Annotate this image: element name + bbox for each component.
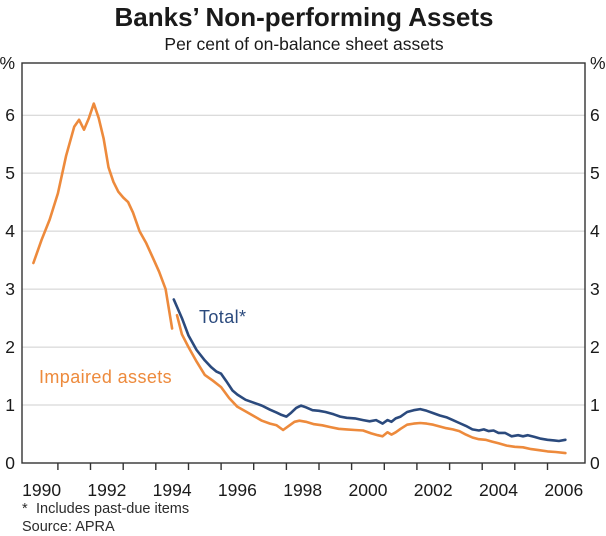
plot-border [21, 62, 586, 464]
chart-title: Banks’ Non-performing Assets [114, 2, 493, 32]
total-line [172, 298, 567, 443]
x-label-2002: 2002 [414, 480, 453, 500]
x-label-2000: 2000 [349, 480, 388, 500]
chart-subtitle: Per cent of on-balance sheet assets [164, 34, 443, 54]
series-label-impaired: Impaired assets [39, 367, 172, 387]
x-label-1996: 1996 [218, 480, 257, 500]
y-axis-labels-left: 0 1 2 3 4 5 6 [5, 105, 15, 473]
x-axis-ticks [57, 463, 549, 470]
data-series [32, 102, 567, 455]
y-label-left-1: 1 [5, 395, 15, 415]
footnote-marker: * [22, 501, 28, 517]
y-label-right-1: 1 [590, 395, 600, 415]
y-label-right-2: 2 [590, 337, 600, 357]
gridlines [22, 114, 585, 406]
x-label-1998: 1998 [283, 480, 322, 500]
y-axis-labels-right: 0 1 2 3 4 5 6 [590, 105, 600, 473]
x-label-2006: 2006 [544, 480, 583, 500]
x-label-1992: 1992 [87, 480, 126, 500]
y-label-right-4: 4 [590, 221, 600, 241]
y-unit-right: % [590, 53, 606, 73]
y-label-right-6: 6 [590, 105, 600, 125]
y-label-right-0: 0 [590, 453, 600, 473]
y-label-left-2: 2 [5, 337, 15, 357]
x-label-1994: 1994 [153, 480, 192, 500]
impaired-line-segment-1 [32, 102, 174, 330]
y-label-left-4: 4 [5, 221, 15, 241]
x-label-1990: 1990 [22, 480, 61, 500]
x-axis-labels: 1990 1992 1994 1996 1998 2000 2002 2004 2006 [22, 480, 583, 500]
y-label-left-3: 3 [5, 279, 15, 299]
impaired-line-segment-2 [175, 313, 567, 455]
y-unit-left: % [0, 53, 15, 73]
series-label-total: Total* [199, 307, 246, 327]
footnote-text: Includes past-due items [36, 501, 189, 517]
y-label-left-5: 5 [5, 163, 15, 183]
source-text: Source: APRA [22, 519, 115, 535]
y-label-right-5: 5 [590, 163, 600, 183]
y-label-left-6: 6 [5, 105, 15, 125]
y-label-right-3: 3 [590, 279, 600, 299]
x-label-2004: 2004 [479, 480, 518, 500]
y-label-left-0: 0 [5, 453, 15, 473]
